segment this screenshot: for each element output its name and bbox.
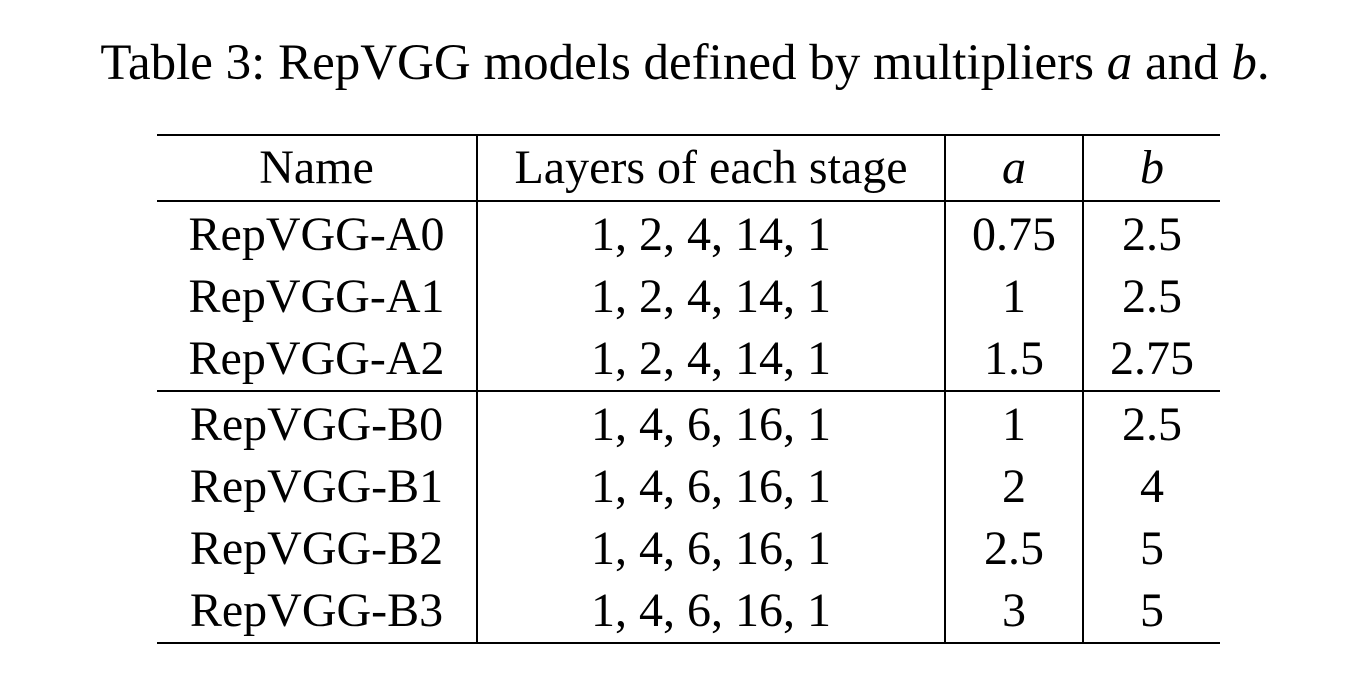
models-table: Name Layers of each stage a b RepVGG-A0 …	[157, 134, 1220, 644]
cell-layers: 1, 4, 6, 16, 1	[477, 580, 946, 643]
cell-a: 0.75	[945, 201, 1084, 266]
cell-a: 2.5	[945, 518, 1084, 580]
cell-layers: 1, 2, 4, 14, 1	[477, 201, 946, 266]
table-row: RepVGG-B1 1, 4, 6, 16, 1 2 4	[157, 456, 1220, 518]
caption-prefix: Table 3: RepVGG models defined by multip…	[100, 35, 1107, 91]
table-row: RepVGG-A1 1, 2, 4, 14, 1 1 2.5	[157, 266, 1220, 328]
cell-layers: 1, 4, 6, 16, 1	[477, 456, 946, 518]
cell-a: 3	[945, 580, 1084, 643]
cell-b: 2.5	[1122, 208, 1182, 261]
table-row: RepVGG-B0 1, 4, 6, 16, 1 1 2.5	[157, 391, 1220, 456]
cell-name: RepVGG-B1	[157, 456, 478, 518]
header-a: a	[945, 135, 1084, 201]
cell-layers: 1, 4, 6, 16, 1	[477, 391, 946, 456]
cell-name: RepVGG-B3	[157, 580, 478, 643]
caption-var-b: b	[1231, 35, 1257, 91]
cell-b: 5	[1140, 522, 1164, 575]
cell-name: RepVGG-A1	[157, 266, 478, 328]
table-row: RepVGG-A2 1, 2, 4, 14, 1 1.5 2.75	[157, 328, 1220, 391]
cell-name: RepVGG-A2	[157, 328, 478, 391]
cell-layers: 1, 2, 4, 14, 1	[477, 266, 946, 328]
cell-layers: 1, 4, 6, 16, 1	[477, 518, 946, 580]
table-row: RepVGG-B3 1, 4, 6, 16, 1 3 5	[157, 580, 1220, 643]
cell-b: 2.75	[1110, 332, 1194, 385]
cell-layers: 1, 2, 4, 14, 1	[477, 328, 946, 391]
caption-suffix: .	[1256, 35, 1270, 91]
cell-a: 1	[945, 266, 1084, 328]
cell-a: 1	[945, 391, 1084, 456]
header-name: Name	[157, 135, 478, 201]
table-caption: Table 3: RepVGG models defined by multip…	[0, 28, 1370, 98]
table-row: RepVGG-A0 1, 2, 4, 14, 1 0.75 2.5	[157, 201, 1220, 266]
cell-a: 2	[945, 456, 1084, 518]
header-b: b	[1140, 141, 1164, 194]
cell-b: 4	[1140, 460, 1164, 513]
cell-name: RepVGG-A0	[157, 201, 478, 266]
cell-name: RepVGG-B2	[157, 518, 478, 580]
header-layers: Layers of each stage	[477, 135, 946, 201]
table-header-row: Name Layers of each stage a b	[157, 135, 1220, 201]
cell-b: 2.5	[1122, 270, 1182, 323]
cell-a: 1.5	[945, 328, 1084, 391]
caption-middle: and	[1132, 35, 1232, 91]
cell-b: 2.5	[1122, 398, 1182, 451]
table-row: RepVGG-B2 1, 4, 6, 16, 1 2.5 5	[157, 518, 1220, 580]
caption-var-a: a	[1106, 35, 1133, 91]
cell-name: RepVGG-B0	[157, 391, 478, 456]
cell-b: 5	[1140, 584, 1164, 637]
